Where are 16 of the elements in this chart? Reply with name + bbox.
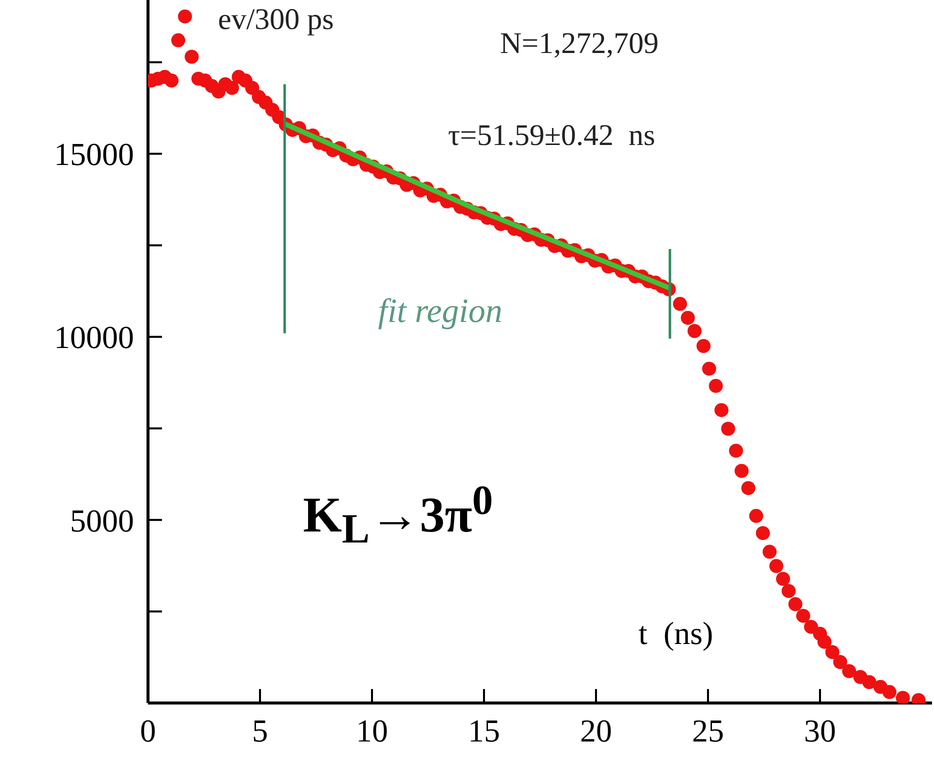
annotation: K$_{L}$→3π$^{0}$ <box>303 477 493 555</box>
annotation: N=1,272,709 <box>500 26 659 62</box>
annotation: τ=51.59±0.42 ns <box>448 118 656 154</box>
annotation: fit region <box>378 292 502 332</box>
x-axis-title: t (ns) <box>638 615 714 652</box>
y-tick-label: 10000 <box>54 319 134 356</box>
x-tick-label: 25 <box>692 712 724 749</box>
y-tick-label: 15000 <box>54 136 134 172</box>
x-tick-label: 0 <box>140 712 156 749</box>
x-tick-label: 30 <box>804 712 836 749</box>
x-tick-label: 10 <box>356 712 388 749</box>
annotation: ev/300 ps <box>218 2 334 38</box>
x-tick-label: 5 <box>252 712 268 749</box>
y-tick-label: 5000 <box>70 502 134 538</box>
x-tick-label: 15 <box>468 712 500 749</box>
x-tick-label: 20 <box>580 712 612 749</box>
